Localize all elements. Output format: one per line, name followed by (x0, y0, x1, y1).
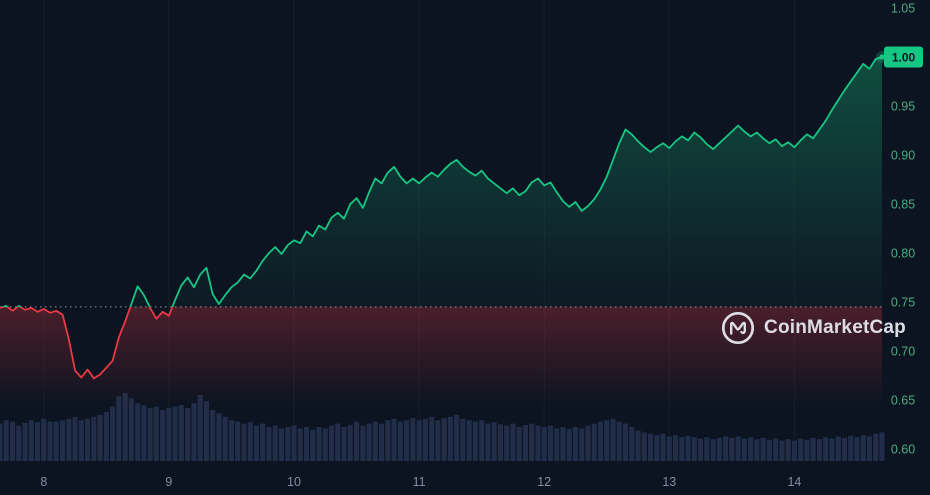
last-price-dot (879, 54, 885, 60)
price-line-up (0, 56, 883, 307)
x-axis-tick-label: 8 (40, 475, 47, 489)
x-axis-tick-label: 9 (165, 475, 172, 489)
y-axis-tick-label: 0.65 (891, 394, 915, 408)
x-axis-tick-label: 13 (662, 475, 676, 489)
current-price-badge-label: 1.00 (892, 51, 916, 65)
current-price-badge: 1.00 (884, 46, 923, 68)
price-area-up (3, 57, 882, 307)
x-axis: 8 9 10 11 12 13 14 (40, 475, 801, 489)
x-axis-tick-label: 10 (287, 475, 301, 489)
y-axis-tick-label: 0.60 (891, 443, 915, 457)
y-axis-tick-label: 0.70 (891, 345, 915, 359)
y-axis-tick-label: 0.75 (891, 296, 915, 310)
y-axis-tick-label: 0.85 (891, 198, 915, 212)
price-area-down (0, 306, 882, 462)
x-axis-tick-label: 14 (787, 475, 801, 489)
x-axis-tick-label: 12 (537, 475, 551, 489)
y-axis-tick-label: 0.95 (891, 100, 915, 114)
y-axis-tick-label: 0.90 (891, 149, 915, 163)
y-axis-tick-label: 0.80 (891, 247, 915, 261)
x-axis-tick-label: 11 (413, 475, 426, 489)
y-axis: 1.05 1.00 0.95 0.90 0.85 0.80 0.75 0.70 0.65 0.60 (891, 2, 915, 457)
y-axis-tick-label: 1.05 (891, 2, 915, 16)
